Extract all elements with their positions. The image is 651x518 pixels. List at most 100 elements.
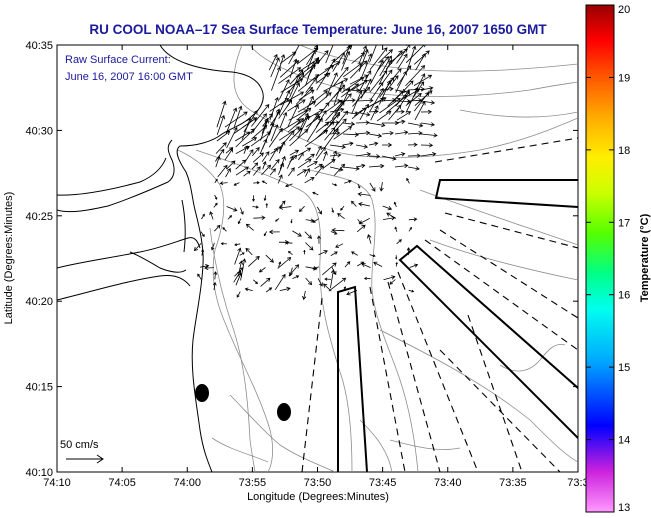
current-vector [369,70,388,93]
current-vector [342,45,351,65]
current-vector [201,213,205,220]
current-vector [324,127,336,141]
y-tick-label: 40:10 [25,467,53,479]
current-vector [395,70,407,93]
colorbar-tick-label: 14 [618,435,630,447]
current-vector [351,251,358,256]
current-vector [369,87,384,112]
current-vector [355,98,374,103]
current-vector [355,163,366,169]
current-vector [286,155,294,169]
current-vector [335,243,344,248]
current-vector [197,273,202,280]
current-vector [268,229,280,235]
current-vector [316,235,321,244]
current-vector [356,224,366,233]
current-vector [394,226,398,232]
current-vector [217,164,228,178]
current-vector [351,90,363,115]
current-vector [253,215,266,221]
current-vector [359,70,372,92]
current-vector [367,234,372,244]
scale-arrow [66,454,104,464]
current-vector [360,53,373,80]
current-vector [306,117,323,142]
current-vector [245,247,253,256]
current-vector [363,276,371,281]
current-vector [304,231,313,239]
current-vector [413,74,433,86]
current-vector [358,218,370,225]
x-tick-label: 73:55 [239,477,267,489]
current-vector [251,147,260,157]
current-vector [379,79,391,105]
current-vector [312,191,319,196]
current-vector [329,144,346,149]
current-vector [406,247,411,256]
colorbar-ticks: 13 14 15 16 17 18 19 20 [586,4,630,514]
current-vector [287,251,293,256]
x-tick-label: 73:50 [304,477,332,489]
current-vector [219,181,228,185]
x-axis-ticks: 74:10 74:05 74:00 73:55 73:50 73:45 73:40 73:35… [43,45,589,489]
current-vector [386,75,399,91]
current-vector [286,82,300,108]
current-vector [213,271,218,280]
current-vector [329,152,342,158]
current-vector [277,174,283,184]
current-vector [275,218,280,222]
current-vector [329,107,345,113]
y-tick-label: 40:35 [25,40,53,52]
current-vector [292,230,302,237]
current-vector [279,200,286,208]
current-vector [252,152,264,163]
current-vector [220,242,227,246]
current-vector [305,95,314,113]
current-vector [405,86,419,113]
current-vector [396,239,402,245]
current-vector [332,118,347,134]
current-vector [331,228,345,233]
traffic-zone-lines [301,137,578,472]
current-vector [413,50,430,65]
current-vector [368,109,379,114]
current-vector [250,131,272,147]
colorbar-tick-label: 13 [618,502,630,514]
current-vector [322,159,336,169]
current-vector [248,255,260,267]
current-vector [420,109,433,115]
current-vector [359,103,369,121]
current-vector [235,159,247,170]
current-vector [394,119,406,125]
current-vector [214,178,218,184]
current-vector [279,155,286,170]
current-vector [329,120,340,125]
current-vector [279,111,288,128]
current-vector [297,101,317,113]
current-vector [279,51,297,64]
current-vector [297,114,310,140]
current-vector [329,166,344,172]
current-vector [279,60,300,78]
current-vector [210,242,215,251]
current-vector [378,49,393,64]
current-vector [342,166,360,171]
current-vector [325,45,336,64]
current-vector [243,170,251,177]
current-vector [201,248,205,256]
colorbar-tick-label: 17 [618,217,630,229]
current-vector [368,133,383,138]
current-vector [394,130,409,135]
current-vector [307,90,328,107]
current-vector [343,286,346,291]
current-vector [304,153,315,162]
current-vector [331,207,334,213]
current-vector [329,131,341,136]
current-vector [251,162,259,170]
current-vector [259,138,268,154]
current-vector [383,275,396,281]
current-vector [216,130,231,142]
current-vector [409,263,419,268]
current-vector [298,89,315,101]
